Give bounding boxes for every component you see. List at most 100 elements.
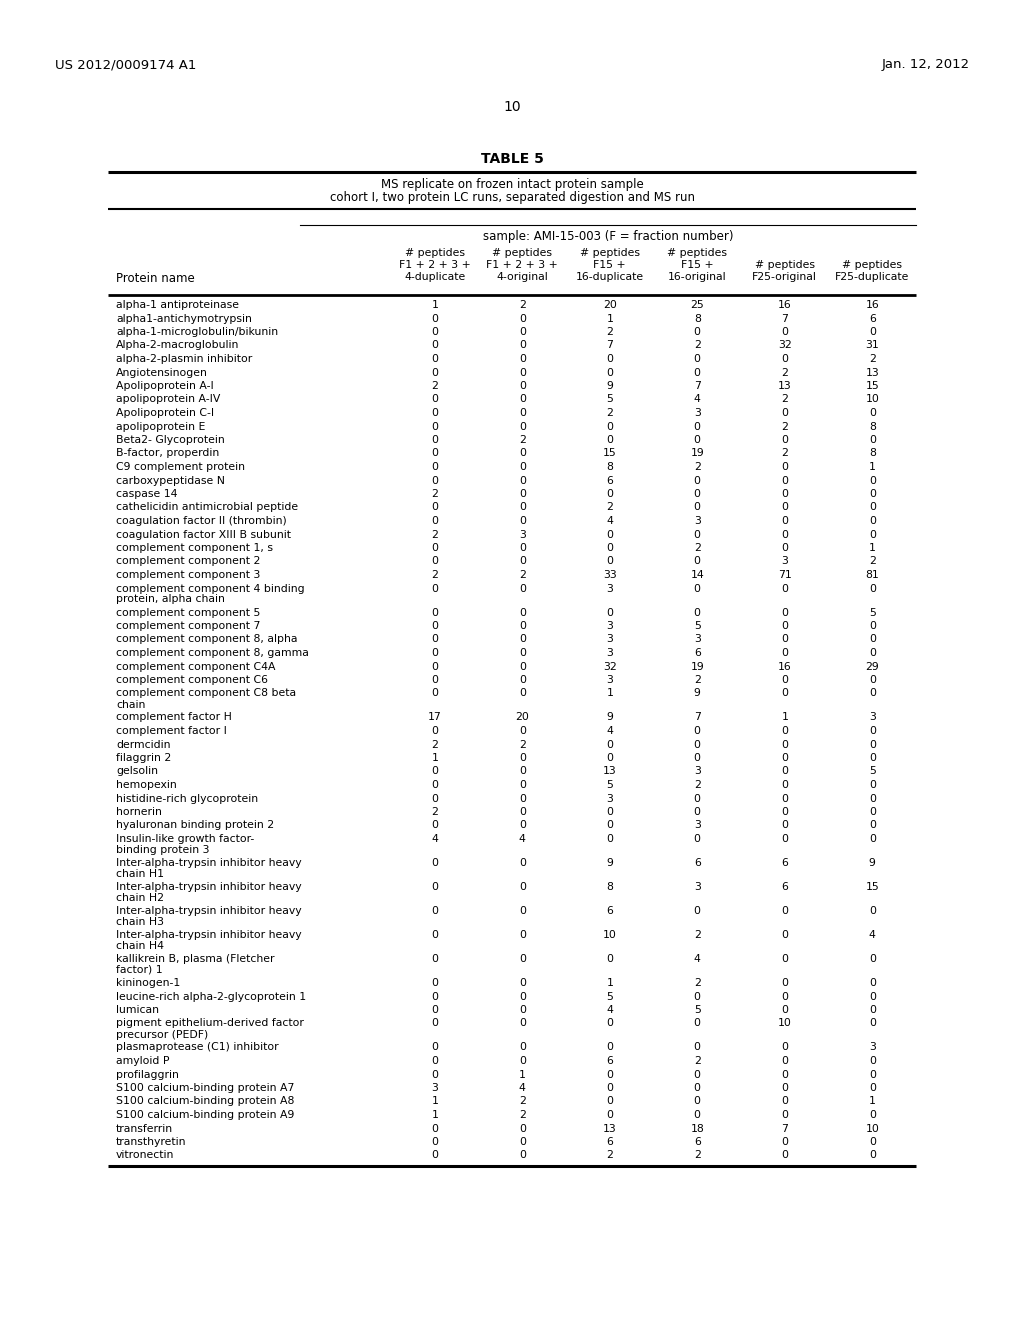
Text: Inter-alpha-trypsin inhibitor heavy: Inter-alpha-trypsin inhibitor heavy — [116, 882, 302, 892]
Text: precursor (PEDF): precursor (PEDF) — [116, 1030, 208, 1040]
Text: 0: 0 — [606, 436, 613, 445]
Text: 32: 32 — [603, 661, 616, 672]
Text: 8: 8 — [606, 462, 613, 473]
Text: 0: 0 — [606, 488, 613, 499]
Text: histidine-rich glycoprotein: histidine-rich glycoprotein — [116, 793, 258, 804]
Text: protein, alpha chain: protein, alpha chain — [116, 594, 225, 605]
Text: 0: 0 — [519, 767, 525, 776]
Text: 20: 20 — [603, 300, 616, 310]
Text: 0: 0 — [693, 421, 700, 432]
Text: 0: 0 — [431, 858, 438, 869]
Text: 0: 0 — [431, 543, 438, 553]
Text: 0: 0 — [868, 807, 876, 817]
Text: 0: 0 — [431, 503, 438, 512]
Text: 0: 0 — [431, 780, 438, 789]
Text: 0: 0 — [693, 607, 700, 618]
Text: 1: 1 — [868, 1097, 876, 1106]
Text: 0: 0 — [693, 1069, 700, 1080]
Text: 0: 0 — [868, 739, 876, 750]
Text: 0: 0 — [519, 488, 525, 499]
Text: complement factor H: complement factor H — [116, 713, 231, 722]
Text: 29: 29 — [865, 661, 880, 672]
Text: 0: 0 — [431, 978, 438, 987]
Text: 0: 0 — [431, 635, 438, 644]
Text: 4: 4 — [519, 834, 525, 843]
Text: # peptides: # peptides — [755, 260, 815, 271]
Text: 0: 0 — [781, 1043, 788, 1052]
Text: # peptides: # peptides — [404, 248, 465, 257]
Text: 0: 0 — [431, 991, 438, 1002]
Text: 0: 0 — [868, 1019, 876, 1028]
Text: 3: 3 — [694, 408, 700, 418]
Text: 0: 0 — [781, 954, 788, 964]
Text: B-factor, properdin: B-factor, properdin — [116, 449, 219, 458]
Text: 0: 0 — [693, 1110, 700, 1119]
Text: 0: 0 — [519, 367, 525, 378]
Text: 0: 0 — [693, 807, 700, 817]
Text: 2: 2 — [519, 300, 525, 310]
Text: F15 +: F15 + — [594, 260, 626, 271]
Text: 0: 0 — [781, 488, 788, 499]
Text: 5: 5 — [694, 620, 700, 631]
Text: 0: 0 — [431, 607, 438, 618]
Text: 2: 2 — [694, 1056, 700, 1067]
Text: 1: 1 — [868, 543, 876, 553]
Text: 6: 6 — [694, 648, 700, 657]
Text: 0: 0 — [431, 1019, 438, 1028]
Text: 2: 2 — [519, 1097, 525, 1106]
Text: 0: 0 — [519, 557, 525, 566]
Text: complement component 4 binding: complement component 4 binding — [116, 583, 304, 594]
Text: caspase 14: caspase 14 — [116, 488, 177, 499]
Text: complement factor I: complement factor I — [116, 726, 227, 737]
Text: 9: 9 — [606, 858, 613, 869]
Text: 2: 2 — [781, 449, 788, 458]
Text: alpha-1-microglobulin/bikunin: alpha-1-microglobulin/bikunin — [116, 327, 279, 337]
Text: 2: 2 — [781, 367, 788, 378]
Text: 0: 0 — [431, 767, 438, 776]
Text: 0: 0 — [868, 1056, 876, 1067]
Text: Alpha-2-macroglobulin: Alpha-2-macroglobulin — [116, 341, 240, 351]
Text: 1: 1 — [606, 314, 613, 323]
Text: apolipoprotein E: apolipoprotein E — [116, 421, 206, 432]
Text: 0: 0 — [781, 648, 788, 657]
Text: 3: 3 — [694, 635, 700, 644]
Text: 0: 0 — [431, 675, 438, 685]
Text: 5: 5 — [694, 1005, 700, 1015]
Text: 15: 15 — [603, 449, 616, 458]
Text: plasmaprotease (C1) inhibitor: plasmaprotease (C1) inhibitor — [116, 1043, 279, 1052]
Text: 1: 1 — [431, 752, 438, 763]
Text: kininogen-1: kininogen-1 — [116, 978, 180, 987]
Text: S100 calcium-binding protein A7: S100 calcium-binding protein A7 — [116, 1082, 294, 1093]
Text: 0: 0 — [519, 421, 525, 432]
Text: factor) 1: factor) 1 — [116, 965, 163, 975]
Text: 6: 6 — [781, 858, 788, 869]
Text: 2: 2 — [606, 408, 613, 418]
Text: dermcidin: dermcidin — [116, 739, 171, 750]
Text: 0: 0 — [693, 1097, 700, 1106]
Text: 2: 2 — [519, 570, 525, 579]
Text: # peptides: # peptides — [580, 248, 640, 257]
Text: 0: 0 — [431, 557, 438, 566]
Text: 0: 0 — [868, 327, 876, 337]
Text: 0: 0 — [781, 327, 788, 337]
Text: chain H3: chain H3 — [116, 917, 164, 927]
Text: 2: 2 — [694, 931, 700, 940]
Text: Inter-alpha-trypsin inhibitor heavy: Inter-alpha-trypsin inhibitor heavy — [116, 906, 302, 916]
Text: 6: 6 — [694, 858, 700, 869]
Text: 0: 0 — [606, 529, 613, 540]
Text: 0: 0 — [431, 449, 438, 458]
Text: 5: 5 — [868, 767, 876, 776]
Text: 9: 9 — [694, 689, 700, 698]
Text: 0: 0 — [693, 436, 700, 445]
Text: 0: 0 — [519, 858, 525, 869]
Text: 0: 0 — [693, 583, 700, 594]
Text: 0: 0 — [519, 675, 525, 685]
Text: 0: 0 — [431, 341, 438, 351]
Text: 0: 0 — [519, 516, 525, 525]
Text: hyaluronan binding protein 2: hyaluronan binding protein 2 — [116, 821, 274, 830]
Text: 0: 0 — [431, 583, 438, 594]
Text: 0: 0 — [606, 1043, 613, 1052]
Text: 0: 0 — [519, 635, 525, 644]
Text: 4: 4 — [606, 516, 613, 525]
Text: 0: 0 — [781, 620, 788, 631]
